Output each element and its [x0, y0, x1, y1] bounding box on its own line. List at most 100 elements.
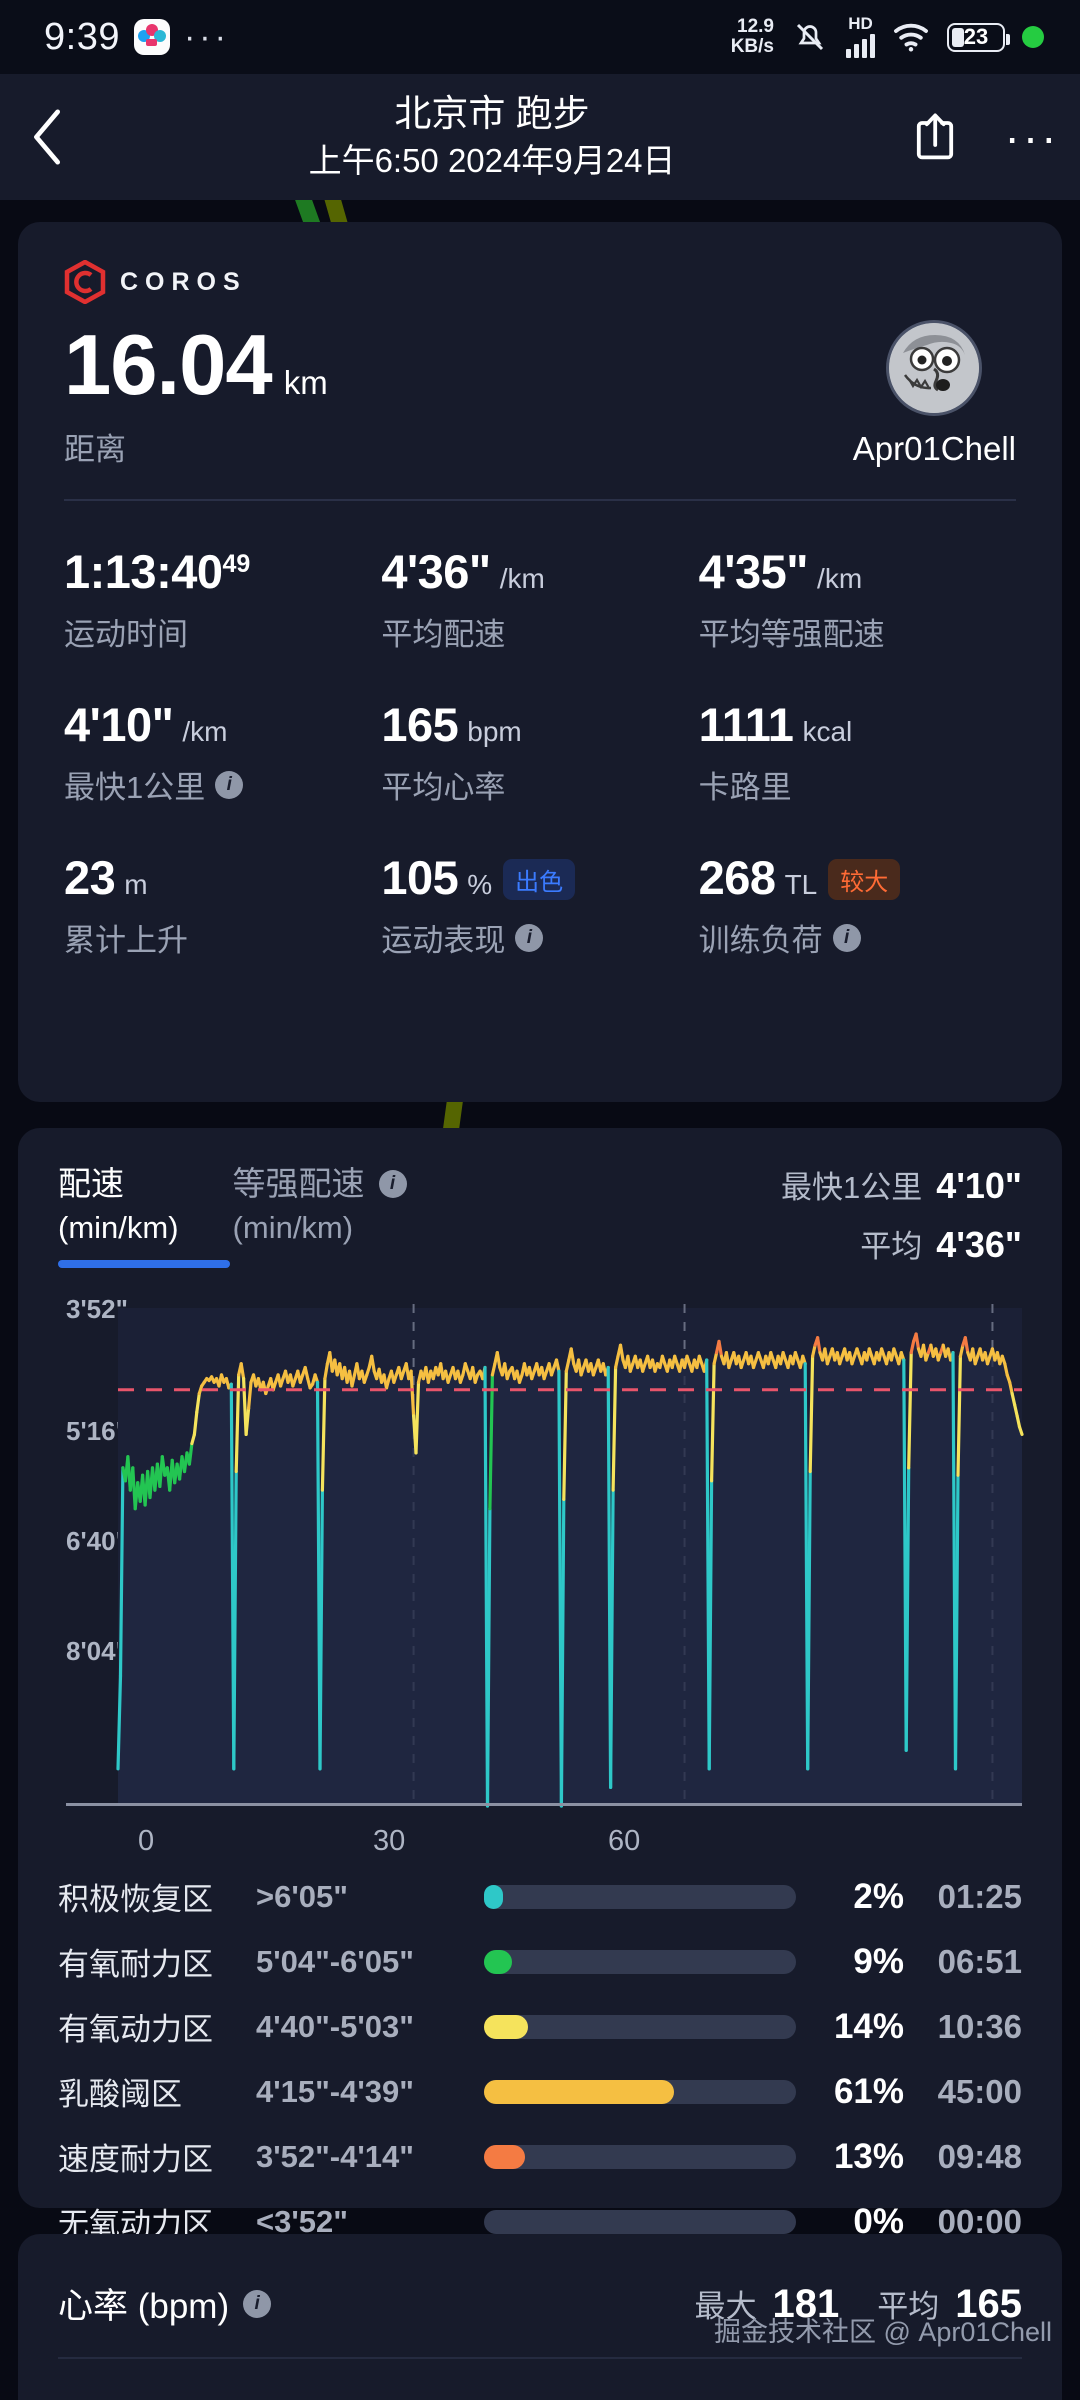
pace-chart-plot: [116, 1304, 1024, 1808]
battery-percent: 23: [963, 24, 989, 49]
status-badge: 较大: [828, 859, 901, 900]
stat-cell[interactable]: 1:13:40 49 运动时间: [64, 545, 381, 654]
zone-bar-track: [484, 2209, 796, 2234]
heart-rate-title: 心率 (bpm): [58, 2287, 230, 2326]
stat-label: 平均等强配速: [698, 617, 885, 652]
signal-bars-icon: [846, 32, 875, 58]
zone-percent: 9%: [853, 1941, 904, 1981]
heart-rate-divider: [58, 2357, 1022, 2359]
stat-label: 训练负荷: [698, 923, 823, 958]
distance-row: 16.04 km 距离: [18, 320, 1062, 469]
tab-gap-label: 等强配速: [232, 1165, 365, 1202]
zone-bar-track: [484, 2144, 796, 2169]
heart-rate-header: 心率 (bpm) i 最大 181 平均 165: [18, 2234, 1062, 2329]
stat-value: 4'10": [64, 698, 174, 751]
activity-summary-card: COROS 16.04 km 距离: [18, 222, 1062, 1102]
stat-cell[interactable]: 4'36" /km 平均配速: [381, 545, 698, 654]
chart-x-tick: 30: [373, 1825, 406, 1857]
watermark: 掘金技术社区 @ Apr01Chell: [714, 2317, 1052, 2347]
user-block[interactable]: Apr01Chell: [853, 320, 1016, 468]
info-icon[interactable]: i: [243, 2289, 272, 2318]
zone-bar-fill: [484, 2144, 525, 2169]
info-icon[interactable]: i: [378, 1170, 407, 1198]
share-button[interactable]: [888, 109, 984, 165]
pace-zone-row: 有氧动力区 4'40"-5'03" 14% 10:36: [58, 1994, 1022, 2059]
stats-row: 4'10" /km 最快1公里 i 165 bpm 平均心率: [64, 698, 1016, 807]
pace-zone-row: 速度耐力区 3'52"-4'14" 13% 09:48: [58, 2124, 1022, 2189]
stat-value: 105: [381, 851, 459, 904]
distance-label: 距离: [64, 432, 126, 467]
average-pace-label: 平均: [860, 1229, 923, 1264]
pace-zone-row: 有氧耐力区 5'04"-6'05" 9% 06:51: [58, 1929, 1022, 1994]
zone-range: 3'52"-4'14": [256, 2138, 414, 2174]
stat-cell[interactable]: 1111 kcal 卡路里: [699, 698, 1016, 807]
stat-cell[interactable]: 4'10" /km 最快1公里 i: [64, 698, 381, 807]
more-button[interactable]: ···: [1004, 111, 1060, 163]
zone-bar-track: [484, 1949, 796, 1974]
zone-bar-fill: [484, 2014, 528, 2039]
zone-time: 10:36: [937, 2007, 1022, 2045]
network-speed-unit: KB/s: [730, 36, 774, 57]
chart-y-tick: 3'52": [66, 1294, 128, 1324]
stat-cell[interactable]: 23 m 累计上升: [64, 851, 381, 960]
hr-max-value: 181: [772, 2281, 840, 2326]
stat-cell[interactable]: 268 TL 较大 训练负荷 i: [699, 851, 1016, 960]
stat-cell[interactable]: 4'35" /km 平均等强配速: [699, 545, 1016, 654]
network-speed-indicator: 12.9 KB/s: [731, 17, 774, 57]
zone-bar-track: [484, 1884, 796, 1909]
tab-pace[interactable]: 配速 (min/km): [58, 1162, 230, 1268]
heart-rate-summary: 最大 181 平均 165: [695, 2281, 1023, 2327]
distance-unit: km: [283, 364, 328, 401]
hr-max-label: 最大: [694, 2288, 757, 2324]
zone-percent: 2%: [853, 1876, 904, 1916]
avatar[interactable]: [886, 320, 983, 416]
header-title-block: 北京市 跑步 上午6:50 2024年9月24日: [96, 90, 888, 184]
status-left: 9:39 ···: [44, 16, 230, 59]
page-title: 北京市 跑步: [394, 93, 590, 134]
green-dot-icon: [1022, 26, 1044, 48]
back-button[interactable]: [0, 106, 96, 168]
info-icon[interactable]: i: [515, 923, 544, 952]
wifi-icon: [894, 23, 928, 52]
zone-name: 有氧耐力区: [58, 1947, 213, 1982]
chart-y-tick: 6'40": [66, 1526, 128, 1556]
hr-avg-value: 165: [955, 2281, 1022, 2326]
stat-value: 23: [64, 851, 116, 904]
pace-zone-row: 乳酸阈区 4'15"-4'39" 61% 45:00: [58, 2059, 1022, 2124]
fastest-km-value: 4'10": [936, 1165, 1022, 1206]
zone-bar-fill: [484, 2079, 675, 2104]
username: Apr01Chell: [852, 430, 1016, 467]
tab-grade-adjusted-pace[interactable]: 等强配速 i (min/km): [233, 1162, 407, 1268]
stat-value: 165: [381, 698, 459, 751]
coros-brand: COROS: [64, 259, 1062, 305]
zone-name: 有氧动力区: [58, 2012, 213, 2047]
app-icon: [133, 19, 170, 55]
zone-time: 01:25: [937, 1877, 1022, 1915]
pace-chart[interactable]: 3'52" 5'16" 6'40" 8'04" 0 30 60: [18, 1294, 1062, 1857]
stat-value: 1111: [698, 698, 794, 751]
pace-card: 配速 (min/km) 等强配速 i (min/km) 最快1公里 4'10" …: [18, 1128, 1062, 2242]
zone-bar-fill: [484, 1949, 513, 1974]
zone-range: <3'52": [256, 2203, 348, 2239]
stats-row: 23 m 累计上升 105 % 出色 运动表现 i: [64, 851, 1016, 960]
chart-y-tick: 5'16": [66, 1416, 128, 1446]
stat-cell[interactable]: 105 % 出色 运动表现 i: [381, 851, 698, 960]
heart-rate-card: 心率 (bpm) i 最大 181 平均 165: [18, 2234, 1062, 2400]
status-clock: 9:39: [44, 15, 120, 58]
hr-avg-label: 平均: [877, 2288, 940, 2324]
info-icon[interactable]: i: [215, 770, 244, 799]
stat-unit: /km: [817, 563, 863, 594]
network-speed-value: 12.9: [737, 16, 774, 37]
stat-value: 4'36": [381, 545, 491, 598]
pace-zone-row: 无氧动力区 <3'52" 0% 00:00: [58, 2189, 1022, 2254]
zone-time: 09:48: [937, 2137, 1022, 2175]
app-header: 北京市 跑步 上午6:50 2024年9月24日 ···: [0, 74, 1080, 200]
info-icon[interactable]: i: [832, 923, 861, 952]
stat-cell[interactable]: 165 bpm 平均心率: [381, 698, 698, 807]
stat-unit: /km: [182, 716, 228, 747]
average-pace-value: 4'36": [936, 1224, 1022, 1265]
zone-range: 4'15"-4'39": [256, 2073, 414, 2109]
stat-unit: m: [124, 869, 148, 900]
zone-range: 5'04"-6'05": [256, 1943, 414, 1979]
stat-label: 平均配速: [381, 617, 506, 652]
